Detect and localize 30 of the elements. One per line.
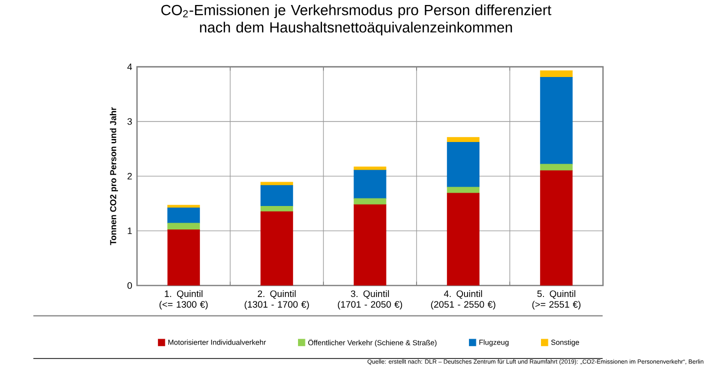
y-axis-title: Tonnen CO2 pro Person und Jahr bbox=[110, 107, 118, 245]
x-tick-label: 3. Quintil (1701 - 2050 €) bbox=[338, 290, 402, 310]
y-tick-label: 0 bbox=[127, 282, 132, 289]
bar bbox=[167, 222, 200, 230]
bar bbox=[260, 211, 294, 286]
bar bbox=[540, 76, 573, 164]
x-tick-label: 1. Quintil (<= 1300 €) bbox=[160, 290, 208, 310]
bar bbox=[167, 229, 200, 286]
x-tick-label: 2. Quintil (1301 - 1700 €) bbox=[244, 290, 309, 310]
bar bbox=[446, 142, 480, 188]
x-tick-label: 4. Quintil (2051 - 2550 €) bbox=[431, 290, 496, 310]
bar bbox=[540, 170, 573, 286]
y-tick-label: 2 bbox=[128, 172, 132, 180]
bar bbox=[446, 186, 480, 194]
bar bbox=[446, 136, 480, 142]
bar bbox=[446, 192, 480, 286]
chart-title: CO$_{2}$-Emissionen je Verkehrsmodus pro Person differenziert nach dem Haushaltsnettoäquivalenzeinkommen bbox=[161, 4, 552, 36]
bar bbox=[260, 206, 294, 212]
y-tick-label: 3 bbox=[127, 118, 132, 125]
y-tick-label: 1 bbox=[128, 227, 132, 234]
bar bbox=[354, 170, 386, 199]
bar bbox=[354, 166, 386, 170]
x-tick-label: 5. Quintil (>= 2551 €) bbox=[532, 290, 580, 310]
bar bbox=[540, 164, 573, 171]
bar bbox=[354, 204, 386, 286]
y-tick-label: 4 bbox=[127, 63, 132, 70]
bar bbox=[167, 207, 200, 224]
bar bbox=[540, 70, 573, 78]
bar bbox=[354, 198, 386, 205]
bar bbox=[260, 184, 294, 206]
